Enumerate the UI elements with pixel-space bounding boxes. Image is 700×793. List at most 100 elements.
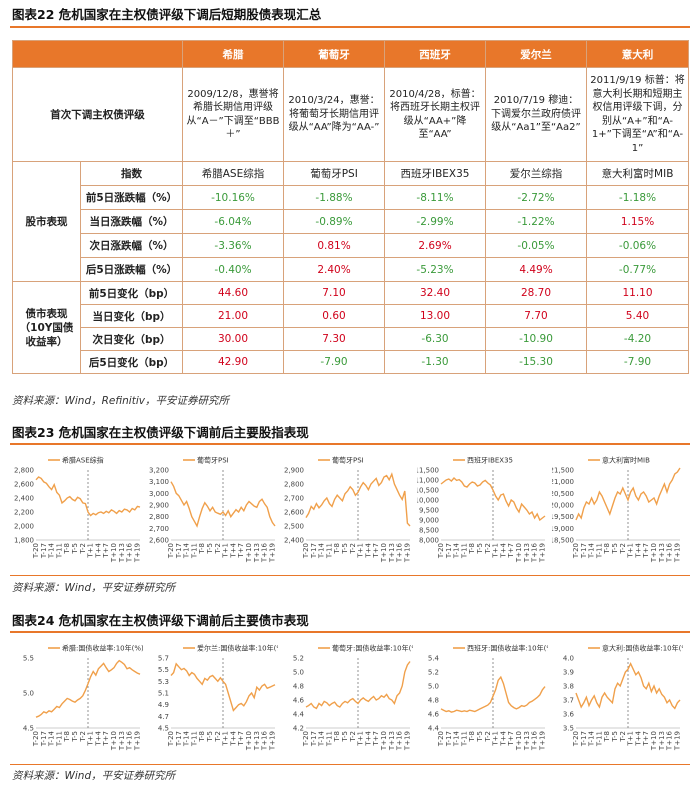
x-tick-label: T+13 xyxy=(523,731,531,751)
x-tick-label: T-14 xyxy=(588,542,596,559)
line-chart: 21,500 21,000 20,500 20,000 19,500 19,000 18,5… xyxy=(552,452,683,570)
y-tick-label: 3,000 xyxy=(149,490,169,498)
fig24-bottom-line xyxy=(10,764,690,765)
x-tick-label: T+13 xyxy=(118,731,126,751)
legend-label: 希腊:国债收益率:10年(%) xyxy=(62,644,143,653)
x-tick-label: T-14 xyxy=(183,542,191,559)
row-label: 当日涨跌幅（%） xyxy=(80,209,183,234)
row-label: 次日涨跌幅（%） xyxy=(80,233,183,258)
row-label: 后5日变化（bp） xyxy=(80,350,183,374)
row-label: 指数 xyxy=(80,161,183,186)
x-tick-label: T+1 xyxy=(357,731,365,747)
x-tick-label: T+19 xyxy=(403,543,411,563)
fig23-bottom-line xyxy=(10,575,690,576)
table-row: 债市表现（10Y国债收益率） 前5日变化（bp） 44.60 7.10 32.40 28.… xyxy=(12,281,689,374)
table-cell: 5.40 xyxy=(586,304,689,328)
x-tick-label: T+16 xyxy=(396,730,404,751)
y-tick-label: 1,800 xyxy=(14,537,34,545)
y-tick-label: 2,900 xyxy=(149,502,169,510)
row-label: 当日变化（bp） xyxy=(80,304,183,328)
x-tick-label: T-20 xyxy=(167,731,175,747)
x-tick-label: T-8 xyxy=(63,543,71,555)
x-tick-label: T+1 xyxy=(87,731,95,747)
table-cell: -6.04% xyxy=(182,209,284,234)
x-tick-label: T-5 xyxy=(476,543,484,555)
y-tick-label: 5.0 xyxy=(23,690,34,698)
fig24-divider xyxy=(10,631,690,633)
table-row: 首次下调主权债评级 2009/12/8，惠誉将希腊长期信用评级从“A－”下调至“… xyxy=(12,67,689,162)
y-tick-label: 2,400 xyxy=(14,495,34,503)
table-cell: 7.10 xyxy=(283,281,385,305)
x-tick-label: T+19 xyxy=(268,731,276,751)
y-tick-label: 9,000 xyxy=(419,517,439,525)
series-line xyxy=(575,467,681,521)
x-tick-label: T+10 xyxy=(515,543,523,563)
y-tick-label: 2,900 xyxy=(284,467,304,475)
line-chart: 5.7 5.5 5.3 5.1 4.9 4.7 4.5 T-20 T-17 T-14 T-11 T-8… xyxy=(147,640,278,758)
x-tick-label: T-20 xyxy=(167,543,175,559)
desc-portugal: 2010/3/24，惠誉：将葡萄牙长期信用评级从“AA”降为“AA-” xyxy=(283,67,385,162)
table-cell: 西班牙IBEX35 xyxy=(384,161,486,186)
x-tick-label: T+7 xyxy=(237,543,245,559)
table-cell: -7.90 xyxy=(586,350,689,374)
x-tick-label: T-2 xyxy=(349,731,357,743)
first-downgrade-label: 首次下调主权债评级 xyxy=(12,67,183,162)
x-tick-label: T+16 xyxy=(261,542,269,563)
legend-label: 西班牙IBEX35 xyxy=(467,456,513,465)
x-tick-label: T-14 xyxy=(318,542,326,559)
x-tick-label: T-5 xyxy=(341,731,349,743)
series-line xyxy=(440,476,546,522)
y-tick-label: 18,500 xyxy=(552,537,574,545)
series-line xyxy=(170,481,276,528)
legend-label: 西班牙:国债收益率:10年(%) xyxy=(467,644,548,653)
series-line xyxy=(170,662,276,712)
y-tick-label: 5.5 xyxy=(158,666,169,674)
table-cell: -5.23% xyxy=(384,257,486,282)
x-tick-label: T+13 xyxy=(658,731,666,751)
x-tick-label: T-2 xyxy=(214,543,222,555)
x-tick-label: T+1 xyxy=(627,543,635,559)
table-cell: 21.00 xyxy=(182,304,284,328)
x-tick-label: T+13 xyxy=(388,731,396,751)
x-tick-label: T+19 xyxy=(133,731,141,751)
x-tick-label: T+7 xyxy=(642,543,650,559)
x-tick-label: T-11 xyxy=(595,543,603,559)
table-cell: 4.49% xyxy=(485,257,587,282)
y-tick-label: 2,400 xyxy=(284,537,304,545)
y-tick-label: 2,800 xyxy=(149,513,169,521)
row-label: 前5日变化（bp） xyxy=(80,281,183,305)
table-cell: 11.10 xyxy=(586,281,689,305)
x-tick-label: T-8 xyxy=(468,543,476,555)
table-cell: -10.90 xyxy=(485,327,587,351)
x-tick-label: T-11 xyxy=(595,731,603,747)
x-tick-label: T-17 xyxy=(310,731,318,747)
table-cell: -0.77% xyxy=(586,257,689,282)
x-tick-label: T+1 xyxy=(627,731,635,747)
y-tick-label: 5.2 xyxy=(428,669,439,677)
y-tick-label: 2,600 xyxy=(284,509,304,517)
series-line xyxy=(575,661,681,710)
x-tick-label: T-11 xyxy=(460,543,468,559)
table-cell: -7.90 xyxy=(283,350,385,374)
table-row: 后5日涨跌幅（%） -0.40% 2.40% -5.23% 4.49% -0.77% xyxy=(13,257,689,282)
table-cell: -3.36% xyxy=(182,233,284,258)
x-tick-label: T-20 xyxy=(32,543,40,559)
x-tick-label: T+13 xyxy=(253,543,261,563)
x-tick-label: T-8 xyxy=(333,543,341,555)
x-tick-label: T+13 xyxy=(118,543,126,563)
table-cell: -15.30 xyxy=(485,350,587,374)
x-tick-label: T-14 xyxy=(453,730,461,747)
x-tick-label: T-17 xyxy=(40,731,48,747)
fig22-title: 图表22 危机国家在主权债评级下调后短期股债表现汇总 xyxy=(12,7,322,22)
y-tick-label: 11,000 xyxy=(417,477,439,485)
x-tick-label: T-20 xyxy=(437,731,445,747)
chart-svg: 5.7 5.5 5.3 5.1 4.9 4.7 4.5T-20 T-17 T-14 T-11 T-8… xyxy=(158,644,278,752)
y-tick-label: 5.0 xyxy=(293,669,304,677)
x-tick-label: T-2 xyxy=(484,731,492,743)
table-cell: 希腊ASE综指 xyxy=(182,161,284,186)
x-tick-label: T+16 xyxy=(261,730,269,751)
table-row: 次日涨跌幅（%） -3.36% 0.81% 2.69% -0.05% -0.06% xyxy=(13,233,689,258)
table-header-row: 希腊 葡萄牙 西班牙 爱尔兰 意大利 xyxy=(12,40,689,68)
chart-svg: 5.4 5.2 5.0 4.8 4.6 4.4T-20 T-17 T-14 T-11 T-8 T-5… xyxy=(428,644,548,752)
